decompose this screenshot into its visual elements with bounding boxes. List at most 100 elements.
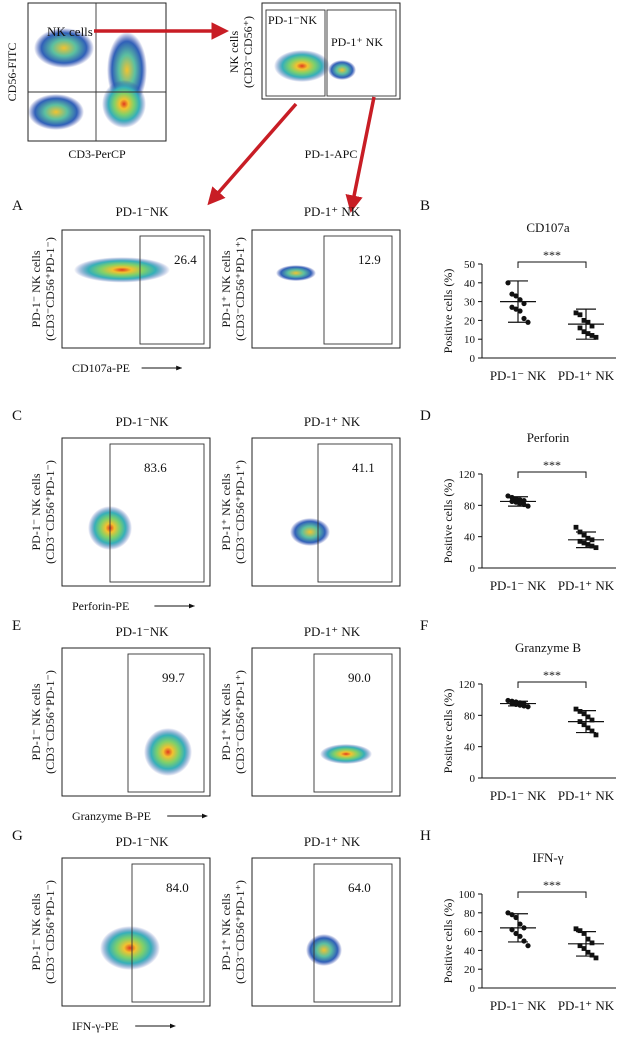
data-point xyxy=(577,709,583,714)
data-point xyxy=(573,926,579,932)
density-blob xyxy=(328,60,356,80)
gate-percent: 99.7 xyxy=(162,670,185,685)
panel-letter: G xyxy=(12,828,23,844)
y-axis-label-line1: PD-1⁺ NK cells xyxy=(219,473,233,550)
flow-plot-pd1-positive: PD-1⁺ NK 64.0 PD-1⁺ NK cells (CD3⁻CD56⁺PD-1… xyxy=(219,834,401,1007)
y-axis-label-line1: PD-1⁻ NK cells xyxy=(29,893,43,970)
density-blob xyxy=(74,257,170,283)
panel-letter: C xyxy=(12,408,22,424)
density-blob xyxy=(274,50,330,82)
plot-frame xyxy=(251,857,401,1007)
panel-letter: H xyxy=(420,828,431,844)
y-axis-label-line1: PD-1⁺ NK cells xyxy=(219,893,233,970)
data-point xyxy=(517,921,523,927)
y-axis-title: Positive cells (%) xyxy=(441,479,455,564)
data-point xyxy=(589,543,595,549)
data-point xyxy=(577,312,583,318)
y-axis-label-line1: PD-1⁻ NK cells xyxy=(29,250,43,327)
chart-title: IFN-γ xyxy=(532,850,563,865)
x-category-label: PD-1⁻ NK xyxy=(490,368,547,383)
flow-plot-pd1-positive: PD-1⁺ NK 90.0 PD-1⁺ NK cells (CD3⁻CD56⁺PD-1… xyxy=(219,624,401,797)
data-point xyxy=(513,293,519,299)
panel-letter: D xyxy=(420,408,431,424)
plot-title: PD-1⁺ NK xyxy=(304,834,361,849)
density-blob xyxy=(306,934,342,966)
x-category-label: PD-1⁺ NK xyxy=(558,998,615,1013)
y-tick-label: 50 xyxy=(464,259,476,271)
gate-box xyxy=(127,653,205,793)
plot-title: PD-1⁺ NK xyxy=(304,204,361,219)
data-point xyxy=(585,725,591,731)
density-blob xyxy=(100,926,160,970)
data-point xyxy=(585,331,591,336)
plot-title: PD-1⁺ NK xyxy=(304,624,361,639)
gate-box xyxy=(139,235,205,345)
y-tick-label: 120 xyxy=(459,679,476,691)
data-point xyxy=(589,728,595,734)
arrow-icon xyxy=(345,96,376,213)
gate-percent: 12.9 xyxy=(358,252,381,267)
y-tick-label: 0 xyxy=(470,563,476,575)
y-axis-label-line2: (CD3⁻CD56⁺PD-1⁺) xyxy=(233,460,247,564)
y-axis-label-line2: (CD3⁻CD56⁺PD-1⁺) xyxy=(233,880,247,984)
data-point xyxy=(585,949,591,955)
data-point xyxy=(573,310,579,316)
gate-percent: 64.0 xyxy=(348,880,371,895)
x-category-label: PD-1⁻ NK xyxy=(490,998,547,1013)
stats-plot: IFN-γ 0 20 40 60 80 100 Positive cells (%) PD-1⁻… xyxy=(441,850,616,1013)
plot-title: PD-1⁻NK xyxy=(115,834,169,849)
x-axis-label: Perforin-PE xyxy=(72,599,129,613)
data-point xyxy=(589,323,595,329)
y-tick-label: 0 xyxy=(470,983,476,995)
significance-bracket xyxy=(517,891,587,898)
data-point xyxy=(581,540,587,546)
data-point xyxy=(577,943,583,949)
y-tick-label: 10 xyxy=(464,334,476,346)
gate-box xyxy=(317,443,393,583)
plot-frame xyxy=(251,647,401,797)
y-tick-label: 0 xyxy=(470,353,476,365)
significance-label: *** xyxy=(543,248,561,262)
data-point xyxy=(509,304,515,310)
plot-title: PD-1⁻NK xyxy=(115,204,169,219)
data-point xyxy=(581,931,587,936)
y-axis-label-line1: NK cells xyxy=(227,31,241,74)
plot-frame xyxy=(61,437,211,587)
data-point xyxy=(585,542,591,547)
y-axis-label: CD56-FITC xyxy=(5,43,19,102)
flow-plot-pd1-negative: PD-1⁻NK 83.6 PD-1⁻ NK cells (CD3⁻CD56⁺PD-1⁻… xyxy=(29,414,211,613)
y-axis-title: Positive cells (%) xyxy=(441,689,455,774)
y-tick-label: 80 xyxy=(464,710,476,722)
data-point xyxy=(521,315,527,322)
data-point xyxy=(573,524,579,530)
nk-gate-label: NK cells xyxy=(47,24,93,39)
y-axis-label-line1: PD-1⁺ NK cells xyxy=(219,683,233,760)
x-axis-label: CD3-PerCP xyxy=(68,147,126,161)
plot-frame xyxy=(61,857,211,1007)
data-point xyxy=(585,714,591,720)
density-blob xyxy=(320,744,372,764)
gate-pd1-positive xyxy=(326,9,397,97)
y-tick-label: 30 xyxy=(464,297,476,309)
significance-label: *** xyxy=(543,878,561,892)
data-point xyxy=(581,711,587,717)
gating-plot-pd1: PD-1⁻NK PD-1⁺ NK PD-1-APC NK cells (CD3⁻… xyxy=(227,2,401,161)
data-point xyxy=(589,717,595,723)
data-point xyxy=(593,955,599,961)
y-axis-label-line2: (CD3⁻CD56⁺) xyxy=(241,16,255,88)
plot-title: PD-1⁻NK xyxy=(115,414,169,429)
y-tick-label: 20 xyxy=(464,315,476,327)
flow-plot-pd1-positive: PD-1⁺ NK 12.9 PD-1⁺ NK cells (CD3⁻CD56⁺PD-1… xyxy=(219,204,401,349)
data-point xyxy=(513,914,519,921)
data-point xyxy=(589,952,595,958)
density-blob xyxy=(290,518,330,546)
y-axis-label-line2: (CD3⁻CD56⁺PD-1⁻) xyxy=(43,460,57,564)
density-blob xyxy=(276,265,316,282)
data-point xyxy=(589,940,595,946)
significance-label: *** xyxy=(543,458,561,472)
significance-bracket xyxy=(517,681,587,688)
data-point xyxy=(517,933,523,939)
stats-plot: Perforin 0 40 80 120 Positive cells (%) PD-1⁻ … xyxy=(441,430,616,593)
